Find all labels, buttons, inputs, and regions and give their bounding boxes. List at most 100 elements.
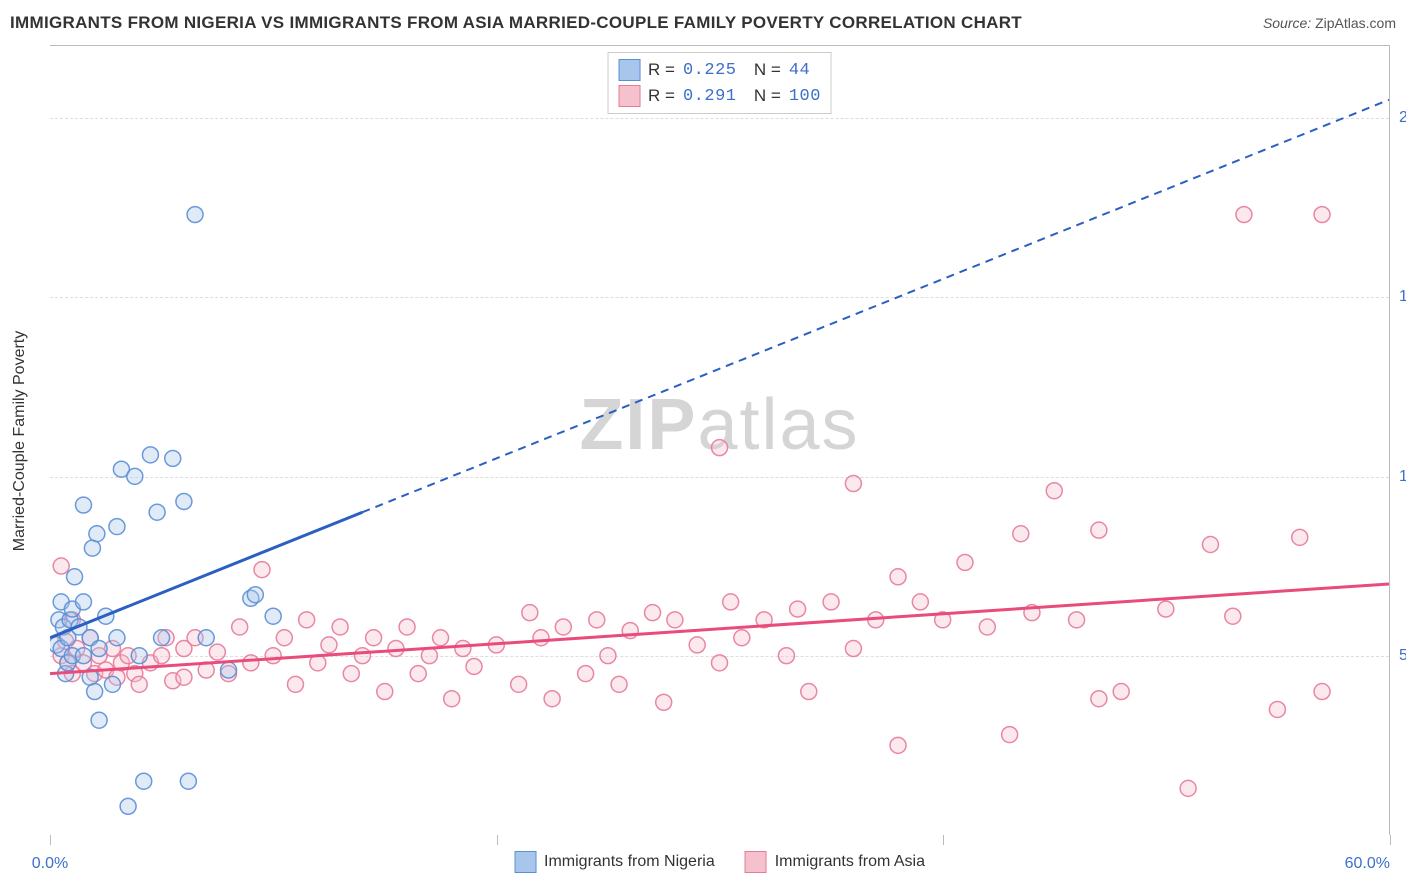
data-point: [104, 676, 120, 692]
source-label: Source:: [1263, 15, 1311, 31]
data-point: [142, 447, 158, 463]
swatch-asia: [618, 85, 640, 107]
data-point: [555, 619, 571, 635]
data-point: [154, 630, 170, 646]
data-point: [1292, 529, 1308, 545]
y-tick-label: 20.0%: [1399, 109, 1406, 127]
data-point: [723, 594, 739, 610]
series-label-asia: Immigrants from Asia: [775, 853, 925, 871]
legend-item-asia: Immigrants from Asia: [745, 851, 925, 873]
x-tick: [50, 835, 51, 845]
data-point: [578, 666, 594, 682]
data-point: [75, 594, 91, 610]
x-tick-label: 60.0%: [1345, 855, 1390, 873]
x-tick: [1390, 835, 1391, 845]
data-point: [712, 440, 728, 456]
data-point: [67, 569, 83, 585]
data-point: [299, 612, 315, 628]
y-tick-label: 15.0%: [1399, 288, 1406, 306]
data-point: [890, 569, 906, 585]
data-point: [89, 526, 105, 542]
data-point: [1069, 612, 1085, 628]
data-point: [433, 630, 449, 646]
data-point: [131, 648, 147, 664]
data-point: [377, 684, 393, 700]
data-point: [790, 601, 806, 617]
legend-series: Immigrants from Nigeria Immigrants from …: [514, 851, 925, 873]
data-point: [589, 612, 605, 628]
legend-item-nigeria: Immigrants from Nigeria: [514, 851, 715, 873]
data-point: [1158, 601, 1174, 617]
data-point: [354, 648, 370, 664]
data-point: [1202, 537, 1218, 553]
x-tick: [497, 835, 498, 845]
data-point: [1046, 483, 1062, 499]
data-point: [1269, 701, 1285, 717]
data-point: [845, 641, 861, 657]
data-point: [600, 648, 616, 664]
data-point: [232, 619, 248, 635]
data-point: [890, 737, 906, 753]
data-point: [1013, 526, 1029, 542]
data-point: [1236, 207, 1252, 223]
swatch-asia-bottom: [745, 851, 767, 873]
data-point: [645, 605, 661, 621]
chart-svg: [50, 46, 1389, 835]
data-point: [91, 712, 107, 728]
data-point: [388, 641, 404, 657]
chart-title: IMMIGRANTS FROM NIGERIA VS IMMIGRANTS FR…: [10, 13, 1022, 33]
data-point: [120, 798, 136, 814]
data-point: [734, 630, 750, 646]
data-point: [1002, 727, 1018, 743]
data-point: [444, 691, 460, 707]
data-point: [332, 619, 348, 635]
data-point: [912, 594, 928, 610]
n-value-nigeria: 44: [789, 61, 810, 80]
legend-row-nigeria: R = 0.225 N = 44: [618, 57, 821, 83]
swatch-nigeria: [618, 59, 640, 81]
data-point: [91, 641, 107, 657]
y-tick-label: 10.0%: [1399, 468, 1406, 486]
data-point: [254, 562, 270, 578]
data-point: [801, 684, 817, 700]
data-point: [544, 691, 560, 707]
data-point: [109, 519, 125, 535]
data-point: [1314, 684, 1330, 700]
n-value-asia: 100: [789, 87, 821, 106]
data-point: [127, 468, 143, 484]
x-tick: [943, 835, 944, 845]
data-point: [109, 630, 125, 646]
data-point: [1180, 780, 1196, 796]
data-point: [1314, 207, 1330, 223]
legend-stats-box: R = 0.225 N = 44 R = 0.291 N = 100: [607, 52, 832, 114]
data-point: [276, 630, 292, 646]
data-point: [656, 694, 672, 710]
data-point: [149, 504, 165, 520]
swatch-nigeria-bottom: [514, 851, 536, 873]
data-point: [198, 630, 214, 646]
data-point: [221, 662, 237, 678]
legend-row-asia: R = 0.291 N = 100: [618, 83, 821, 109]
data-point: [131, 676, 147, 692]
data-point: [399, 619, 415, 635]
data-point: [511, 676, 527, 692]
data-point: [689, 637, 705, 653]
data-point: [265, 648, 281, 664]
data-point: [136, 773, 152, 789]
data-point: [176, 493, 192, 509]
r-value-nigeria: 0.225: [683, 61, 737, 80]
data-point: [176, 669, 192, 685]
data-point: [75, 648, 91, 664]
data-point: [957, 554, 973, 570]
data-point: [979, 619, 995, 635]
r-value-asia: 0.291: [683, 87, 737, 106]
data-point: [466, 658, 482, 674]
data-point: [823, 594, 839, 610]
data-point: [243, 655, 259, 671]
data-point: [410, 666, 426, 682]
data-point: [343, 666, 359, 682]
trendline-extrapolated: [362, 100, 1389, 512]
data-point: [667, 612, 683, 628]
data-point: [187, 207, 203, 223]
chart-plot-area: Married-Couple Family Poverty ZIPatlas R…: [50, 45, 1390, 835]
